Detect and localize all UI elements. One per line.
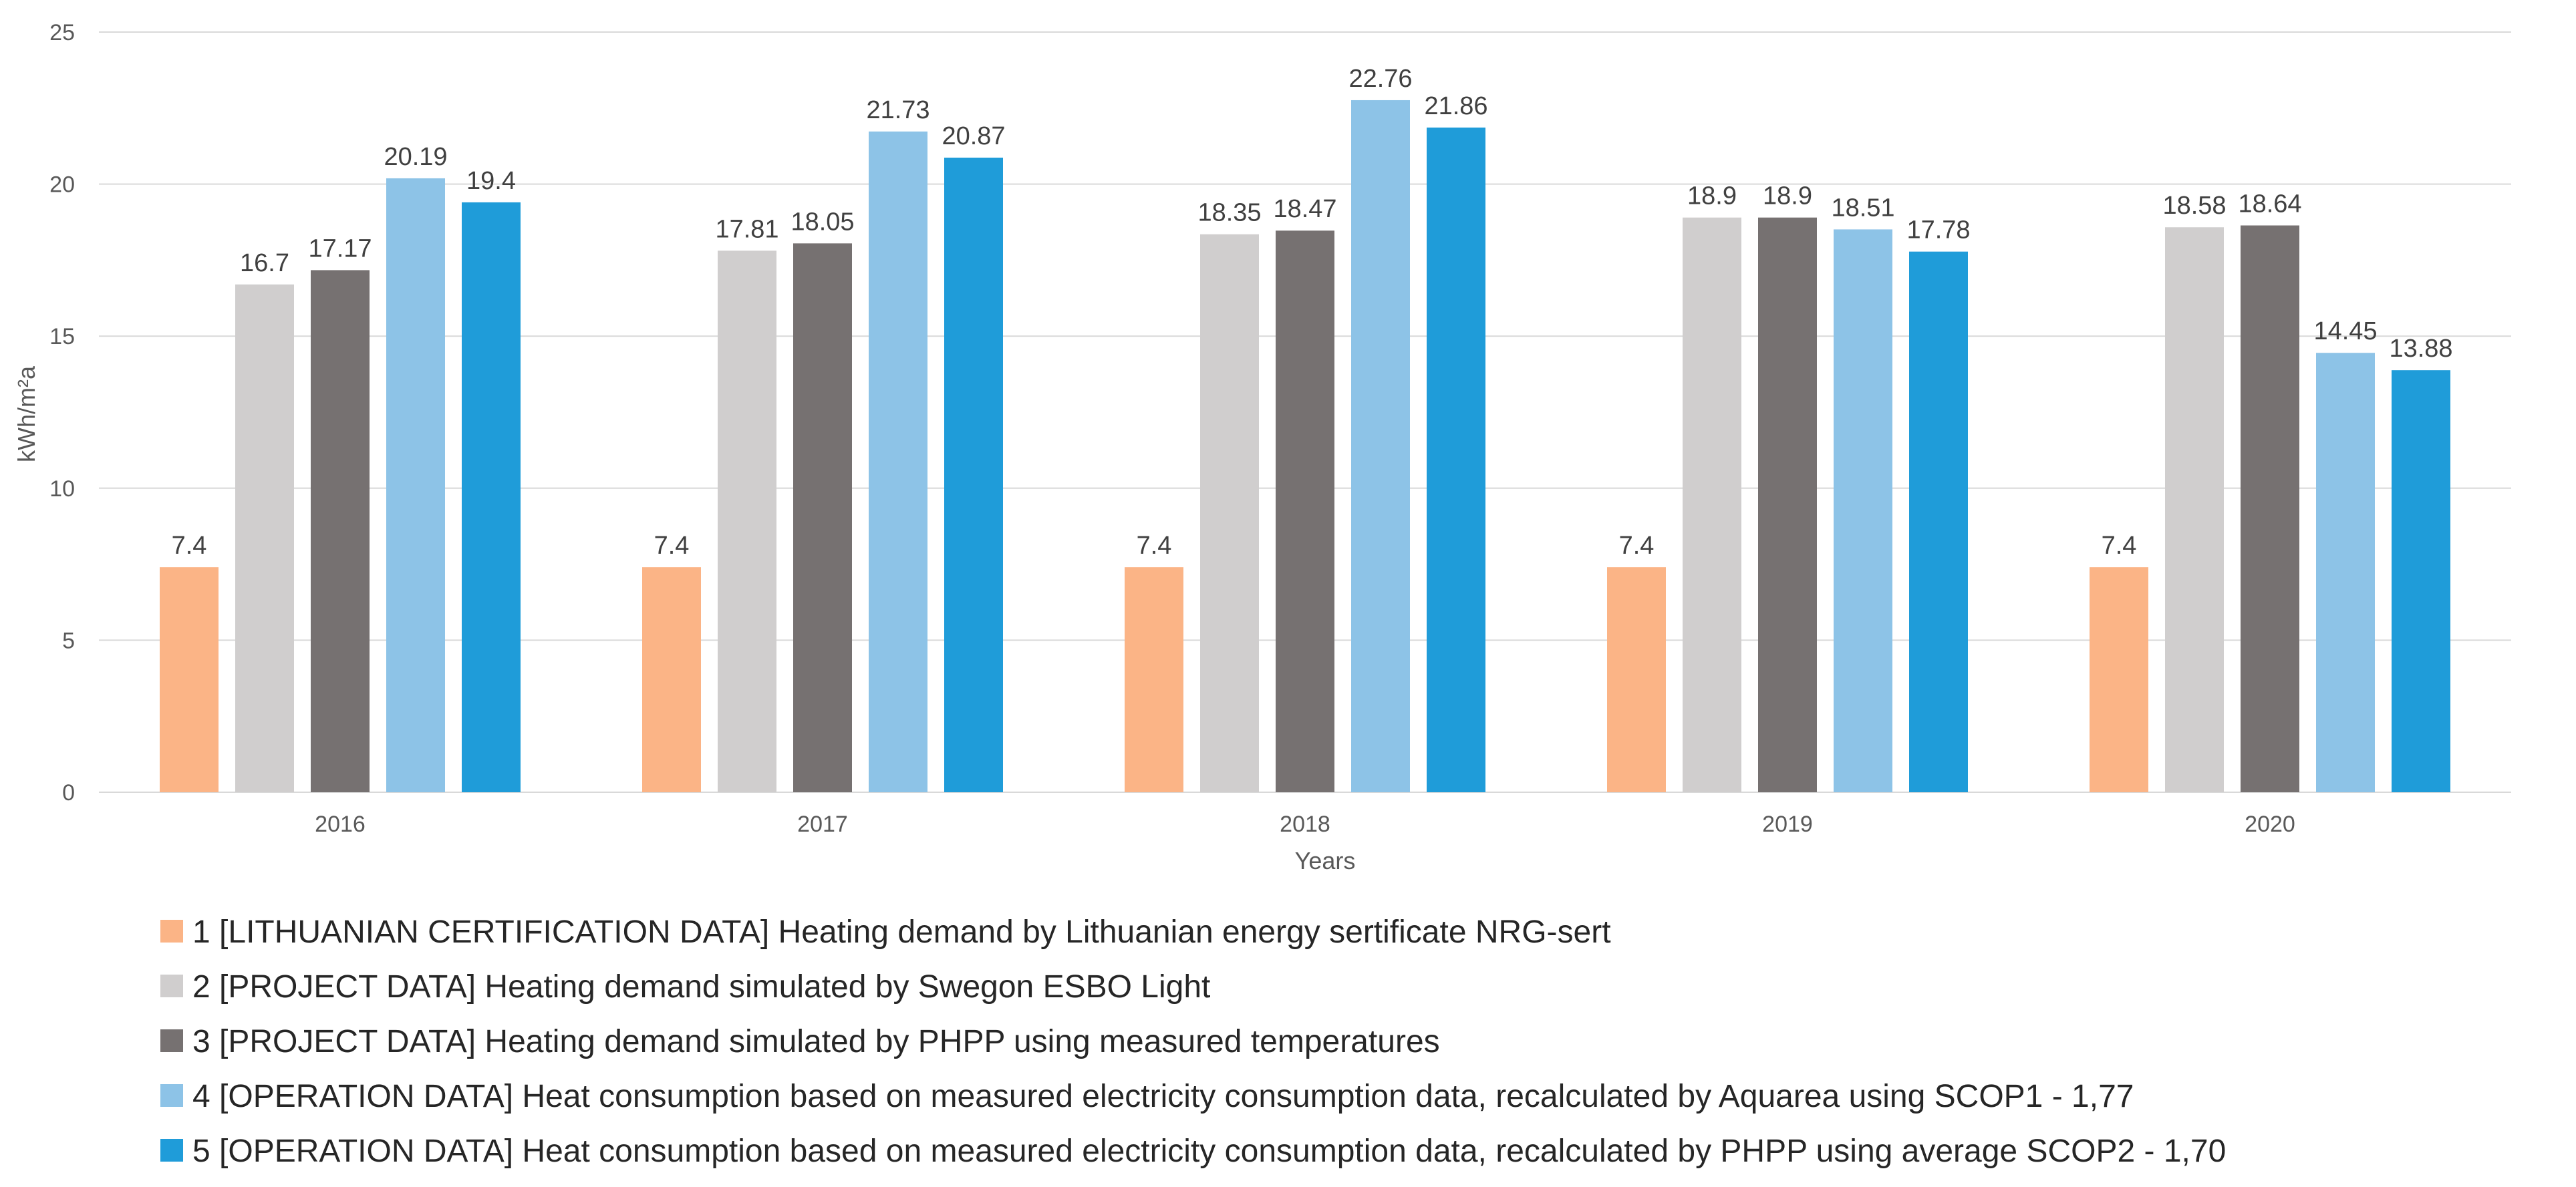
bar-series-1-2020 (2090, 567, 2148, 792)
data-label: 7.4 (2102, 532, 2137, 560)
legend-item-label: 3 [PROJECT DATA] Heating demand simulate… (192, 1024, 1440, 1059)
data-label: 7.4 (1137, 532, 1172, 560)
bar-series-4-2018 (1351, 100, 1410, 792)
data-label: 7.4 (172, 532, 207, 560)
legend: 1 [LITHUANIAN CERTIFICATION DATA] Heatin… (160, 914, 2226, 1169)
legend-item-label: 4 [OPERATION DATA] Heat consumption base… (192, 1079, 2134, 1114)
data-label: 21.86 (1424, 92, 1487, 120)
bar-series-4-2017 (869, 131, 927, 792)
data-label: 18.58 (2162, 192, 2226, 220)
bar-series-3-2016 (311, 270, 370, 792)
y-tick-label: 20 (49, 172, 75, 198)
bar-series-4-2019 (1834, 229, 1892, 792)
bar-series-3-2018 (1276, 230, 1334, 792)
x-tick-label: 2018 (1280, 812, 1330, 837)
x-tick-label: 2017 (797, 812, 848, 837)
legend-swatch (160, 1139, 183, 1162)
y-tick-label: 0 (62, 780, 75, 806)
y-tick-label: 25 (49, 20, 75, 45)
legend-item-label: 1 [LITHUANIAN CERTIFICATION DATA] Heatin… (192, 914, 1611, 950)
y-axis-ticks: 0 5 10 15 20 25 (49, 20, 75, 806)
data-label: 20.19 (384, 143, 447, 171)
legend-item-label: 2 [PROJECT DATA] Heating demand simulate… (192, 969, 1210, 1005)
bar-series-5-2016 (462, 202, 521, 792)
x-tick-label: 2020 (2245, 812, 2295, 837)
bar-series-2-2017 (718, 250, 776, 792)
legend-swatch (160, 1029, 183, 1052)
bar-series-1-2016 (160, 567, 219, 792)
legend-swatch (160, 920, 183, 943)
data-label: 17.81 (715, 215, 778, 243)
bar-series-5-2020 (2392, 370, 2450, 792)
data-label: 7.4 (1619, 532, 1655, 560)
data-label: 17.17 (308, 234, 372, 263)
bar-series-4-2020 (2316, 353, 2375, 792)
x-tick-label: 2016 (315, 812, 366, 837)
bar-series-2-2018 (1200, 234, 1259, 792)
data-label: 18.9 (1687, 182, 1737, 210)
bar-series-3-2017 (793, 243, 852, 792)
data-label: 19.4 (466, 167, 516, 195)
data-label: 18.9 (1763, 182, 1812, 210)
y-tick-label: 15 (49, 324, 75, 349)
y-axis-title: kWh/m²a (13, 365, 40, 462)
bar-series-5-2017 (944, 157, 1003, 792)
data-label: 18.64 (2238, 190, 2301, 218)
data-label: 18.51 (1831, 194, 1894, 222)
legend-swatch (160, 1084, 183, 1107)
data-label: 7.4 (654, 532, 690, 560)
x-axis-ticks: 2016 2017 2018 2019 2020 (315, 812, 2295, 837)
data-label: 18.05 (791, 208, 854, 236)
data-label: 17.78 (1906, 216, 1970, 244)
bars (160, 100, 2450, 793)
legend-item-label: 5 [OPERATION DATA] Heat consumption base… (192, 1134, 2226, 1169)
bar-series-2-2019 (1683, 217, 1741, 792)
bar-series-1-2019 (1607, 567, 1666, 792)
data-label: 18.47 (1273, 195, 1336, 223)
data-labels: 7.4 16.7 17.17 20.19 19.4 7.4 17.81 18.05 21.73 2… (172, 65, 2453, 560)
bar-series-5-2018 (1427, 127, 1485, 792)
data-label: 18.35 (1197, 199, 1261, 227)
bar-series-3-2019 (1758, 217, 1817, 792)
x-axis-title: Years (1295, 847, 1356, 874)
bar-series-2-2020 (2165, 227, 2224, 792)
data-label: 21.73 (866, 96, 929, 124)
y-tick-label: 10 (49, 476, 75, 502)
x-tick-label: 2019 (1762, 812, 1813, 837)
data-label: 16.7 (240, 249, 289, 277)
bar-series-4-2016 (386, 178, 445, 793)
bar-series-1-2018 (1125, 567, 1183, 792)
data-label: 20.87 (942, 122, 1005, 150)
bar-series-5-2019 (1909, 251, 1968, 792)
data-label: 14.45 (2313, 317, 2377, 345)
data-label: 22.76 (1348, 65, 1412, 93)
bar-series-3-2020 (2241, 225, 2299, 792)
data-label: 13.88 (2389, 335, 2452, 363)
y-tick-label: 5 (62, 628, 75, 653)
bar-series-1-2017 (642, 567, 701, 792)
legend-swatch (160, 975, 183, 997)
bar-series-2-2016 (235, 284, 294, 792)
